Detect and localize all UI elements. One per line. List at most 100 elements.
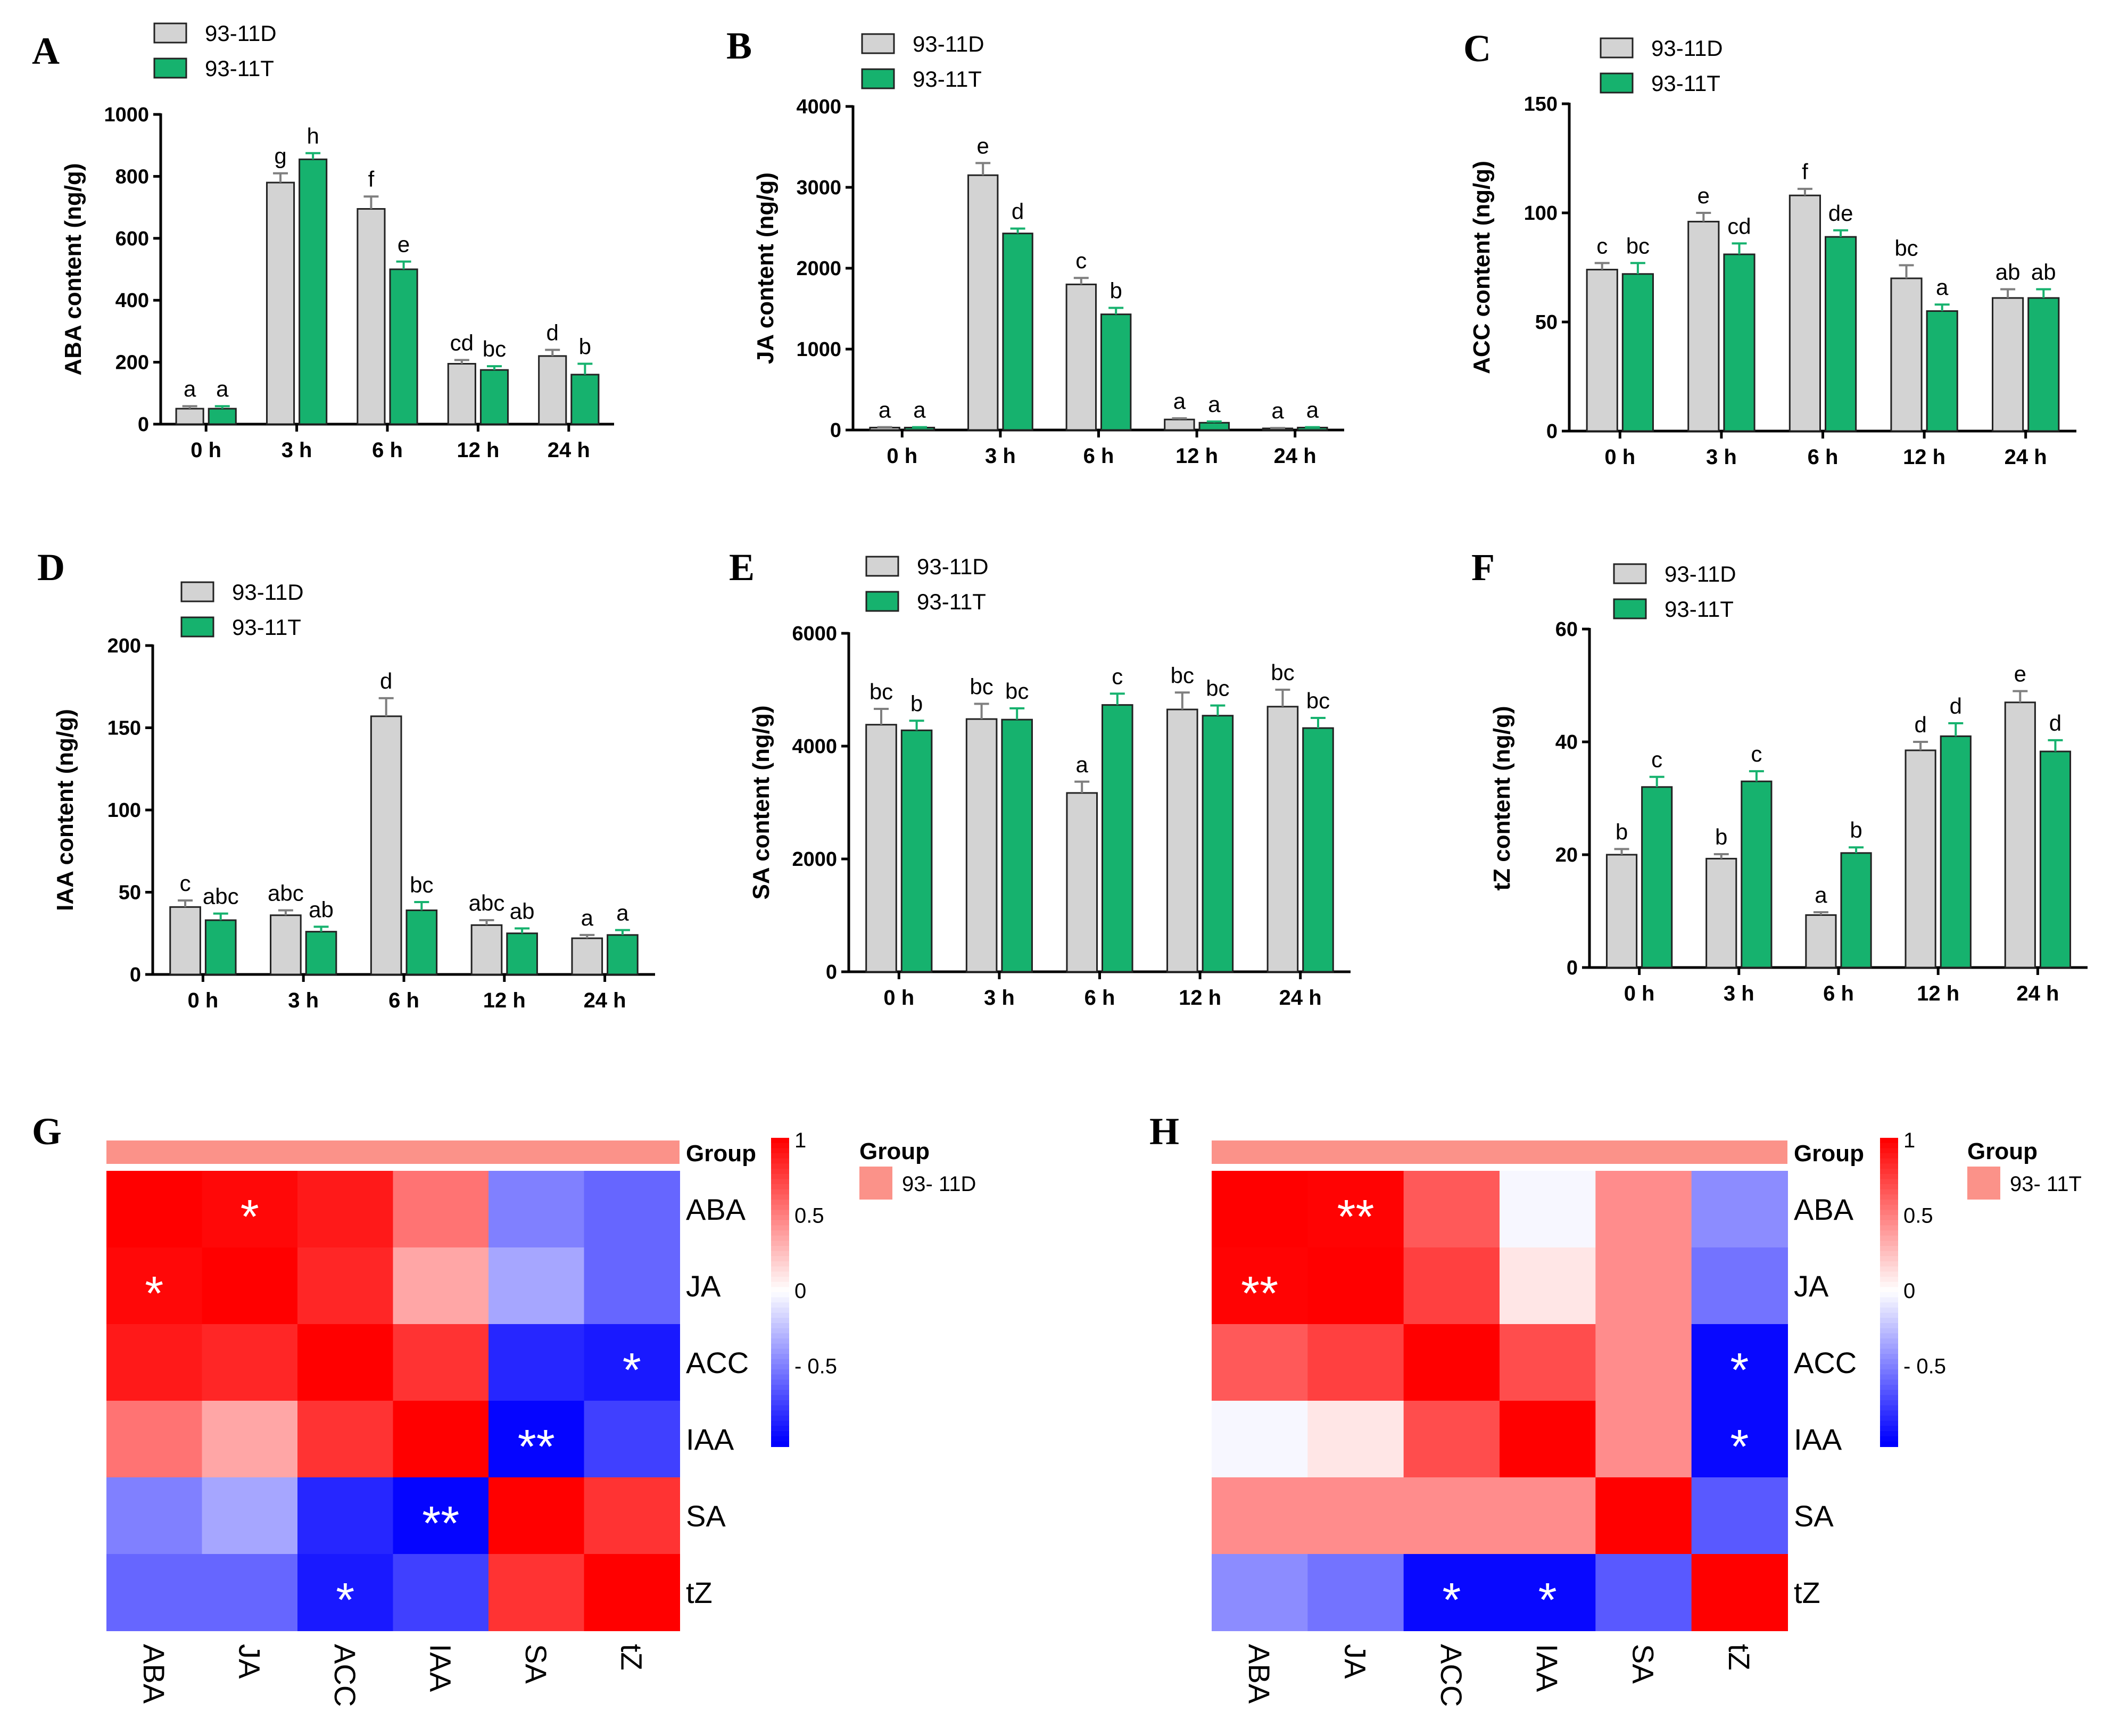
- colorbar-segment: [1880, 1328, 1898, 1334]
- y-tick-label: 0: [138, 414, 149, 436]
- significance-letter: b: [910, 691, 923, 716]
- colorbar-segment: [771, 1410, 789, 1416]
- colorbar-segment: [771, 1297, 789, 1303]
- bar-93-11T-24h: [1302, 727, 1334, 973]
- x-tick-label: 6 h: [1808, 445, 1839, 469]
- significance-letter: bc: [870, 679, 893, 704]
- y-tick-label: 40: [1555, 731, 1578, 754]
- legend-label: 93-11T: [232, 615, 301, 640]
- significance-letter: b: [1715, 824, 1727, 849]
- panel-G: GGroup********ABAABAJAJAACCACCIAAIAASASA…: [32, 1110, 976, 1707]
- y-tick-label: 50: [1535, 311, 1558, 334]
- bar-93-11D-3h: [967, 174, 999, 431]
- cell-JA-JA: [1307, 1247, 1404, 1325]
- bar-93-11D-12h: [470, 924, 503, 976]
- legend-label: 93- 11D: [902, 1172, 976, 1196]
- colorbar-segment: [1880, 1405, 1898, 1411]
- colorbar-segment: [771, 1364, 789, 1370]
- legend-swatch: [865, 591, 899, 612]
- colorbar-segment: [1880, 1261, 1898, 1267]
- legend-swatch: [1967, 1167, 2000, 1200]
- cell-ABA-IAA: [393, 1171, 489, 1248]
- colorbar-segment: [1880, 1379, 1898, 1385]
- bar-93-11T-24h: [2027, 297, 2060, 432]
- cell-SA-IAA: [1500, 1477, 1596, 1555]
- colorbar-segment: [1880, 1441, 1898, 1447]
- bar-93-11T-24h: [607, 934, 639, 976]
- colorbar-segment: [771, 1431, 789, 1437]
- colorbar-segment: [1880, 1431, 1898, 1437]
- cell-ABA-SA: [488, 1171, 585, 1248]
- colorbar-segment: [1880, 1318, 1898, 1324]
- bar-93-11T-3h: [299, 158, 328, 425]
- bar-93-11T-6h: [389, 268, 418, 425]
- cell-IAA-SA: [488, 1401, 585, 1478]
- bar-93-11T-0h: [208, 408, 237, 425]
- legend-label: 93-11D: [1651, 36, 1723, 61]
- colorbar-segment: [771, 1266, 789, 1272]
- colorbar-segment: [1880, 1179, 1898, 1185]
- colorbar-segment: [1880, 1343, 1898, 1350]
- y-tick-label: 1000: [796, 338, 841, 361]
- y-tick-label: 1000: [104, 104, 149, 126]
- x-tick-label: 3 h: [1724, 982, 1754, 1005]
- significance-letter: h: [307, 123, 319, 148]
- cell-JA-SA: [488, 1247, 585, 1325]
- significance-letter: d: [380, 668, 392, 693]
- y-tick-label: 2000: [796, 258, 841, 280]
- significance-letter: bc: [1894, 235, 1918, 260]
- significance-star: *: [145, 1267, 163, 1320]
- y-tick-label: 60: [1555, 618, 1578, 641]
- bar-93-11D-12h: [1164, 418, 1195, 431]
- y-tick-label: 6000: [792, 623, 837, 645]
- legend-label: 93-11D: [205, 21, 277, 46]
- colorbar-segment: [1880, 1292, 1898, 1298]
- cell-tZ-ACC: [297, 1554, 394, 1631]
- colorbar-segment: [1880, 1282, 1898, 1288]
- cell-ACC-ACC: [297, 1324, 394, 1401]
- cell-SA-JA: [202, 1477, 298, 1555]
- colorbar-segment: [1880, 1210, 1898, 1216]
- panel-letter: H: [1149, 1110, 1179, 1153]
- row-label: ABA: [686, 1193, 746, 1226]
- colorbar-segment: [1880, 1271, 1898, 1277]
- row-label: IAA: [1794, 1423, 1842, 1456]
- bar-93-11D-6h: [1066, 792, 1098, 973]
- colorbar-segment: [1880, 1163, 1898, 1169]
- y-tick-label: 150: [107, 717, 141, 740]
- cell-ACC-JA: [1307, 1324, 1404, 1401]
- colorbar-segment: [771, 1204, 789, 1211]
- y-tick-label: 50: [119, 882, 141, 904]
- significance-star: *: [1442, 1574, 1461, 1627]
- legend-label: 93-11D: [1665, 561, 1736, 586]
- colorbar-segment: [771, 1200, 789, 1205]
- bar-93-11D-0h: [175, 408, 204, 425]
- bar-93-11D-0h: [1605, 854, 1638, 969]
- cell-tZ-IAA: [393, 1554, 489, 1631]
- significance-letter: cd: [1727, 213, 1751, 238]
- significance-letter: e: [2014, 662, 2026, 687]
- colorbar-segment: [1880, 1364, 1898, 1370]
- colorbar-segment: [1880, 1333, 1898, 1339]
- bar-93-11T-3h: [305, 931, 337, 976]
- bar-93-11D-6h: [357, 208, 386, 425]
- colorbar-segment: [1880, 1143, 1898, 1149]
- colorbar-segment: [1880, 1395, 1898, 1401]
- colorbar-segment: [771, 1163, 789, 1169]
- panel-letter: F: [1471, 546, 1495, 589]
- significance-letter: e: [977, 133, 989, 158]
- x-tick-label: 3 h: [1706, 445, 1737, 469]
- legend-title: Group: [859, 1138, 930, 1164]
- bar-93-11T-12h: [506, 932, 538, 976]
- colorbar-segment: [1880, 1184, 1898, 1190]
- x-tick-label: 0 h: [1604, 445, 1635, 469]
- significance-letter: d: [547, 320, 559, 345]
- bar-93-11T-12h: [1198, 421, 1230, 431]
- bar-93-11D-12h: [447, 363, 476, 425]
- bar-93-11T-24h: [570, 374, 600, 425]
- bar-93-11T-0h: [1641, 786, 1673, 969]
- cell-IAA-ABA: [1212, 1401, 1309, 1478]
- significance-star: *: [623, 1344, 641, 1397]
- cell-ACC-JA: [202, 1324, 298, 1401]
- colorbar-segment: [771, 1138, 789, 1144]
